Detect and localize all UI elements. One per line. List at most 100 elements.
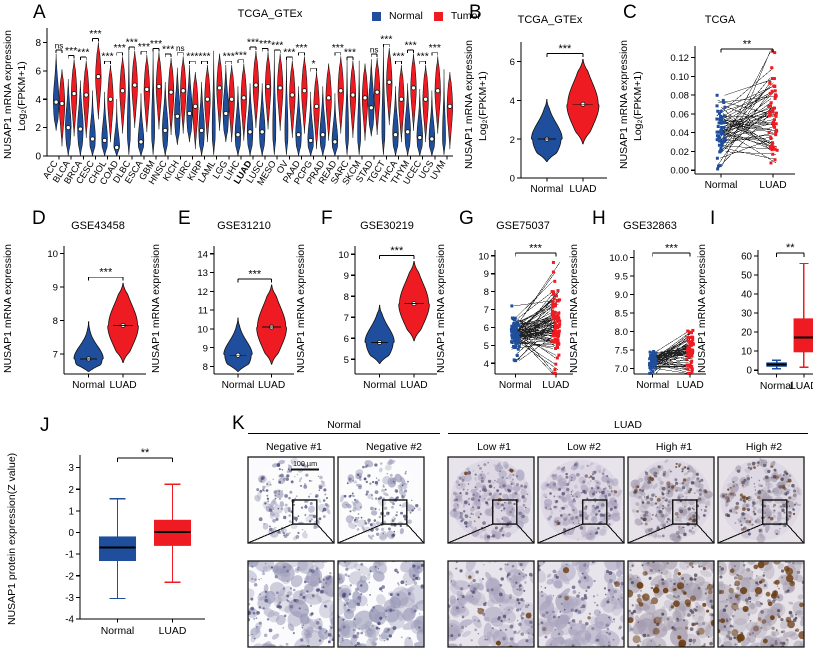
svg-text:***: *** (390, 245, 404, 257)
svg-text:**: ** (786, 242, 795, 254)
svg-text:0.10: 0.10 (670, 72, 689, 83)
panel-d-label: D (32, 208, 46, 229)
panel-d-title: GSE43458 (71, 220, 125, 232)
panel-j-plot: -4 -3 -2 -1 0 1 2 3 Normal LUAD ** (65, 447, 205, 637)
svg-text:8: 8 (203, 362, 208, 373)
svg-text:Normal: Normal (530, 184, 563, 195)
panel-b-label: B (469, 2, 482, 23)
svg-text:Normal: Normal (222, 380, 255, 391)
svg-text:**: ** (141, 447, 150, 459)
panel-f-plot: 5 6 7 8 9 10 Normal LUAD *** (338, 245, 437, 391)
panel-g-title: GSE75037 (496, 220, 550, 232)
svg-text:7: 7 (53, 349, 58, 360)
svg-text:10: 10 (47, 249, 58, 260)
svg-text:6: 6 (484, 323, 489, 334)
legend-label-normal: Normal (389, 10, 423, 22)
panel-e-plot: 8 9 10 11 12 13 14 Normal LUAD *** (197, 246, 294, 391)
panel-f-title: GSE30219 (360, 220, 414, 232)
panel-j: J NUSAP1 protein expression(Z value) -4-… (0, 405, 228, 652)
sample-caption-0: Negative #1 (265, 441, 323, 453)
sample-caption-2: Low #1 (477, 441, 511, 453)
panel-b: B TCGA_GTEx NUSAP1 mRNA expression Log₂(… (455, 0, 615, 205)
svg-text:ns: ns (370, 46, 379, 55)
svg-text:***: *** (283, 46, 295, 58)
svg-text:50: 50 (741, 270, 752, 281)
sample-caption-3: Low #2 (567, 441, 601, 453)
svg-text:***: *** (404, 39, 416, 51)
svg-text:*: * (312, 58, 316, 70)
panel-f: F GSE30219 NUSAP1 mRNA expression 5 6 7 8 9 1… (295, 208, 455, 403)
legend-panel-a: Normal Tumor (372, 10, 481, 22)
panel-j-label: J (40, 415, 50, 436)
group-label-normal: Normal (327, 419, 361, 431)
panel-f-label: F (321, 208, 333, 229)
svg-text:Normal: Normal (499, 380, 532, 391)
svg-text:Normal: Normal (760, 381, 794, 392)
svg-text:2: 2 (35, 123, 41, 134)
panel-f-ylabel: NUSAP1 mRNA expression (295, 244, 307, 373)
svg-text:-4: -4 (65, 615, 74, 626)
svg-text:***: *** (162, 44, 174, 56)
ihc-image-grid: 100 µm (247, 456, 805, 648)
svg-text:***: *** (295, 42, 307, 54)
panel-g-ylabel: NUSAP1 mRNA expression (435, 244, 447, 373)
sample-caption-1: Negative #2 (365, 441, 423, 453)
svg-text:Normal: Normal (636, 380, 669, 391)
panel-c-ylabel-1: NUSAP1 mRNA expression (618, 40, 630, 170)
panel-a-label: A (33, 2, 46, 23)
panel-g-plot: 4 5 6 7 8 9 10 Normal LUAD *** (478, 243, 573, 391)
svg-text:0: 0 (35, 152, 41, 163)
svg-text:***: *** (392, 51, 404, 63)
svg-text:***: *** (99, 267, 113, 279)
panel-b-ylabel-1: NUSAP1 mRNA expression (463, 40, 475, 170)
panel-k-label: K (232, 413, 245, 434)
svg-text:100 µm: 100 µm (293, 459, 317, 468)
svg-text:4: 4 (484, 359, 490, 370)
panel-d-plot: 7 8 9 10 Normal LUAD *** (47, 246, 146, 391)
svg-text:***: *** (223, 51, 235, 63)
group-rule-normal (248, 433, 440, 434)
panel-e-label: E (178, 208, 191, 229)
svg-text:***: *** (198, 51, 210, 63)
svg-text:8: 8 (344, 292, 349, 303)
svg-text:-1: -1 (65, 550, 74, 561)
panel-c-title: TCGA (704, 14, 736, 26)
svg-text:10: 10 (478, 251, 489, 262)
svg-text:Normal: Normal (72, 380, 105, 391)
svg-text:40: 40 (741, 290, 752, 301)
svg-text:8.0: 8.0 (615, 327, 628, 338)
svg-text:10: 10 (197, 325, 208, 336)
svg-text:LUAD: LUAD (759, 180, 786, 191)
svg-text:***: *** (77, 46, 89, 58)
panel-a-ylabel-1: NUSAP1 mRNA expression (2, 30, 14, 160)
svg-text:***: *** (65, 45, 77, 57)
svg-text:LUAD: LUAD (677, 380, 704, 391)
panel-b-plot: 0 2 4 6 Normal LUAD *** (510, 42, 607, 195)
svg-text:LUAD: LUAD (569, 184, 596, 195)
panel-i-label: I (710, 208, 716, 229)
svg-text:***: *** (235, 49, 247, 61)
svg-text:LUAD: LUAD (542, 380, 569, 391)
svg-text:***: *** (101, 51, 113, 63)
svg-text:9: 9 (484, 269, 489, 280)
svg-text:0.02: 0.02 (670, 147, 689, 158)
svg-text:***: *** (248, 268, 262, 280)
svg-text:***: *** (558, 43, 572, 55)
svg-text:5: 5 (484, 341, 489, 352)
svg-text:ns: ns (176, 44, 185, 53)
svg-text:9: 9 (344, 271, 349, 282)
svg-text:LUAD: LUAD (159, 626, 187, 637)
svg-text:***: *** (344, 46, 356, 58)
panel-k: K Normal LUAD Negative #1 Negative #2 Lo… (228, 405, 813, 652)
svg-text:0.00: 0.00 (670, 166, 689, 177)
svg-text:7: 7 (344, 313, 349, 324)
panel-e-title: GSE31210 (217, 220, 271, 232)
svg-text:12: 12 (197, 287, 208, 298)
sample-caption-5: High #2 (745, 441, 783, 453)
legend-swatch-normal (372, 11, 381, 21)
svg-text:4: 4 (510, 96, 516, 107)
svg-text:***: *** (417, 51, 429, 63)
panel-h: H GSE32863 NUSAP1 mRNA expression 7.0 7.5… (568, 208, 725, 403)
svg-text:ns: ns (55, 41, 64, 50)
